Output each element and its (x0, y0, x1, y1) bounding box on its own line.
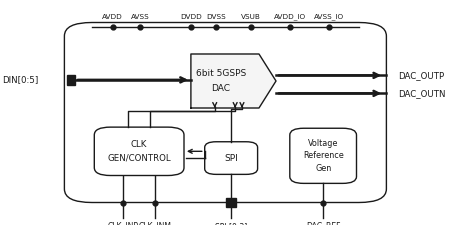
Text: Gen: Gen (314, 164, 330, 173)
Text: CLK_INP: CLK_INP (107, 222, 138, 225)
Text: AVSS: AVSS (131, 14, 149, 20)
Text: CLK_INM: CLK_INM (139, 222, 171, 225)
Text: GEN/CONTROL: GEN/CONTROL (107, 153, 171, 162)
Text: AVSS_IO: AVSS_IO (313, 14, 343, 20)
Text: AVDD_IO: AVDD_IO (273, 14, 305, 20)
Polygon shape (190, 54, 275, 108)
Text: SPI [0:3]: SPI [0:3] (214, 222, 247, 225)
Text: VSUB: VSUB (240, 14, 260, 20)
Text: DAC_OUTN: DAC_OUTN (397, 89, 444, 98)
Text: DAC: DAC (211, 84, 230, 93)
Text: DVSS: DVSS (206, 14, 225, 20)
Text: 6bit 5GSPS: 6bit 5GSPS (195, 69, 245, 78)
Text: SPI: SPI (224, 153, 237, 162)
Text: DVDD: DVDD (179, 14, 202, 20)
Text: Reference: Reference (302, 151, 343, 160)
Text: DIN[0:5]: DIN[0:5] (2, 75, 39, 84)
Text: DAC_OUTP: DAC_OUTP (397, 71, 443, 80)
Bar (67, 75, 75, 85)
Text: Voltage: Voltage (307, 139, 338, 148)
Text: DAC_REF: DAC_REF (305, 222, 340, 225)
Text: AVDD: AVDD (102, 14, 123, 20)
Bar (226, 198, 236, 207)
Text: CLK: CLK (131, 140, 147, 149)
